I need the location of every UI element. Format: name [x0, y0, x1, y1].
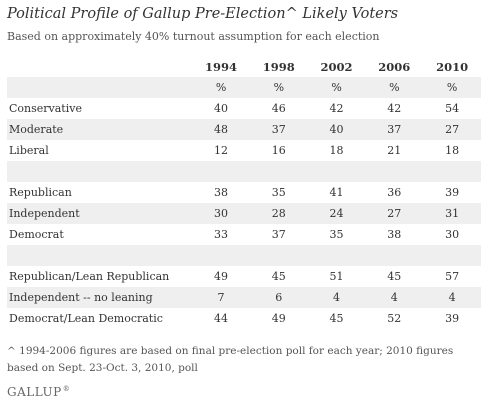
- value-cell: 36: [387, 186, 402, 199]
- row-label: Democrat/Lean Democratic: [9, 312, 163, 325]
- value-cell: 28: [249, 203, 308, 224]
- group-separator: [7, 245, 481, 266]
- unit-cell: %: [365, 77, 424, 98]
- value-cell: 46: [271, 102, 286, 115]
- value-cell: 37: [365, 119, 424, 140]
- value-cell: 54: [445, 102, 460, 115]
- value-cell: 16: [271, 144, 286, 157]
- chart-title: Political Profile of Gallup Pre-Election…: [7, 6, 399, 22]
- value-cell: 6: [249, 287, 308, 308]
- row-label: Independent: [7, 203, 193, 224]
- header-label-cell: [7, 56, 192, 77]
- column-header: 2002: [320, 59, 353, 74]
- column-header: 2010: [436, 59, 469, 74]
- unit-cell: %: [249, 77, 308, 98]
- value-cell: 4: [423, 287, 481, 308]
- separator-cell: [7, 245, 193, 266]
- column-header: 1994: [205, 59, 238, 74]
- value-cell: 30: [192, 203, 250, 224]
- value-cell: 18: [329, 144, 344, 157]
- data-table: 1994 1998 2002 2006 2010 % % % % % Conse…: [7, 56, 481, 329]
- value-cell: 45: [271, 270, 286, 283]
- table-row: Democrat/Lean Democratic 44 49 45 52 39: [7, 308, 481, 329]
- value-cell: 27: [365, 203, 424, 224]
- value-cell: 48: [192, 119, 250, 140]
- table-row: Conservative 40 46 42 42 54: [7, 98, 481, 119]
- value-cell: 39: [445, 186, 460, 199]
- value-cell: 39: [445, 312, 460, 325]
- separator-cell: [423, 245, 481, 266]
- separator-cell: [7, 161, 193, 182]
- table-row: Democrat 33 37 35 38 30: [7, 224, 481, 245]
- separator-cell: [307, 245, 366, 266]
- separator-cell: [249, 161, 308, 182]
- table-row: Liberal 12 16 18 21 18: [7, 140, 481, 161]
- value-cell: 12: [214, 144, 229, 157]
- table-row: Republican 38 35 41 36 39: [7, 182, 481, 203]
- separator-cell: [307, 161, 366, 182]
- table-row: Republican/Lean Republican 49 45 51 45 57: [7, 266, 481, 287]
- table-row: Independent 30 28 24 27 31: [7, 203, 481, 224]
- value-cell: 42: [329, 102, 344, 115]
- value-cell: 41: [329, 186, 344, 199]
- separator-cell: [192, 161, 250, 182]
- chart-subtitle: Based on approximately 40% turnout assum…: [7, 30, 380, 43]
- value-cell: 31: [423, 203, 481, 224]
- column-header: 2006: [378, 59, 411, 74]
- gallup-logo: GALLUP®: [7, 385, 70, 399]
- value-cell: 57: [445, 270, 460, 283]
- value-cell: 40: [214, 102, 229, 115]
- unit-cell: %: [307, 77, 366, 98]
- value-cell: 27: [423, 119, 481, 140]
- value-cell: 49: [214, 270, 229, 283]
- value-cell: 35: [271, 186, 286, 199]
- table-row: Independent -- no leaning 7 6 4 4 4: [7, 287, 481, 308]
- header-row: 1994 1998 2002 2006 2010: [7, 56, 481, 77]
- registered-mark: ®: [62, 385, 71, 393]
- value-cell: 30: [445, 228, 460, 241]
- value-cell: 52: [387, 312, 402, 325]
- group-separator: [7, 161, 481, 182]
- value-cell: 21: [387, 144, 402, 157]
- unit-cell: %: [423, 77, 481, 98]
- value-cell: 38: [214, 186, 229, 199]
- value-cell: 37: [271, 228, 286, 241]
- row-label: Democrat: [9, 228, 64, 241]
- column-header: 1998: [262, 59, 295, 74]
- separator-cell: [365, 161, 424, 182]
- value-cell: 45: [329, 312, 344, 325]
- separator-cell: [249, 245, 308, 266]
- row-label: Republican/Lean Republican: [9, 270, 170, 283]
- value-cell: 24: [307, 203, 366, 224]
- value-cell: 45: [387, 270, 402, 283]
- row-label: Liberal: [9, 144, 49, 157]
- value-cell: 40: [307, 119, 366, 140]
- table-row: Moderate 48 37 40 37 27: [7, 119, 481, 140]
- value-cell: 4: [365, 287, 424, 308]
- value-cell: 42: [387, 102, 402, 115]
- value-cell: 35: [329, 228, 344, 241]
- value-cell: 33: [214, 228, 229, 241]
- logo-text: GALLUP: [7, 385, 62, 399]
- value-cell: 7: [192, 287, 250, 308]
- row-label: Independent -- no leaning: [7, 287, 193, 308]
- row-label: Moderate: [7, 119, 193, 140]
- footnote: ^ 1994-2006 figures are based on final p…: [7, 345, 454, 374]
- value-cell: 37: [249, 119, 308, 140]
- separator-cell: [365, 245, 424, 266]
- value-cell: 38: [387, 228, 402, 241]
- units-row: % % % % %: [7, 77, 481, 98]
- unit-cell: %: [192, 77, 250, 98]
- separator-cell: [423, 161, 481, 182]
- units-label-cell: [7, 77, 193, 98]
- table-body: % % % % % Conservative 40 46 42 42 54 Moderate…: [7, 77, 481, 329]
- separator-cell: [192, 245, 250, 266]
- row-label: Conservative: [9, 102, 82, 115]
- value-cell: 51: [329, 270, 344, 283]
- value-cell: 4: [307, 287, 366, 308]
- value-cell: 49: [271, 312, 286, 325]
- value-cell: 44: [214, 312, 229, 325]
- value-cell: 18: [445, 144, 460, 157]
- row-label: Republican: [9, 186, 72, 199]
